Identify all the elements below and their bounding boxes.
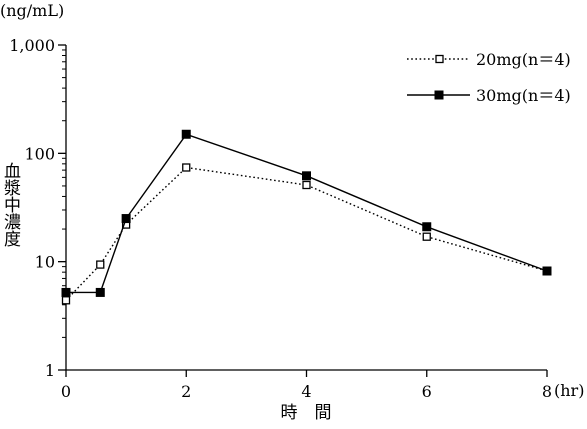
- x-tick-label: 0: [61, 382, 71, 401]
- data-point-30mg: [95, 287, 105, 297]
- y-ticks: 1 10 100 1,000: [9, 36, 66, 380]
- legend-entry-30mg: 30mg(n＝4): [407, 86, 571, 105]
- data-point-20mg: [61, 296, 71, 305]
- legend-label-30mg: 30mg(n＝4): [476, 86, 571, 105]
- data-point-30mg: [542, 266, 552, 276]
- legend-entry-20mg: 20mg(n＝4): [407, 50, 571, 69]
- data-point-20mg: [422, 232, 431, 241]
- y-axis-label: 血漿中濃度: [0, 162, 21, 247]
- y-unit-label: (ng/mL): [0, 1, 64, 20]
- data-point-20mg: [302, 180, 311, 190]
- data-point-30mg: [181, 129, 191, 139]
- legend-marker-20mg: [435, 54, 444, 64]
- axes: [65, 45, 547, 371]
- x-tick-label: 4: [301, 382, 311, 401]
- data-point-30mg: [61, 287, 71, 297]
- y-tick-label: 100: [24, 144, 55, 163]
- data-point-30mg: [302, 171, 311, 181]
- x-unit-label: (hr): [554, 381, 584, 400]
- x-tick-label: 6: [422, 382, 432, 401]
- data-point-20mg: [96, 260, 105, 269]
- data-point-30mg: [121, 214, 131, 224]
- series-layer: [61, 129, 552, 305]
- series-30mg: [61, 129, 552, 297]
- series-20mg: [61, 163, 552, 305]
- legend: 20mg(n＝4) 30mg(n＝4): [407, 50, 571, 105]
- y-tick-label: 1: [45, 361, 55, 380]
- x-axis-label: 時 間: [281, 403, 332, 423]
- y-tick-label: 10: [35, 253, 55, 272]
- x-tick-label: 8: [542, 382, 552, 401]
- data-point-30mg: [422, 222, 432, 232]
- y-tick-label: 1,000: [9, 36, 55, 55]
- x-tick-label: 2: [181, 382, 191, 401]
- data-point-20mg: [182, 163, 191, 172]
- x-ticks: 0 2 4 6 8: [61, 370, 552, 401]
- legend-marker-30mg: [434, 90, 444, 100]
- legend-label-20mg: 20mg(n＝4): [476, 50, 571, 69]
